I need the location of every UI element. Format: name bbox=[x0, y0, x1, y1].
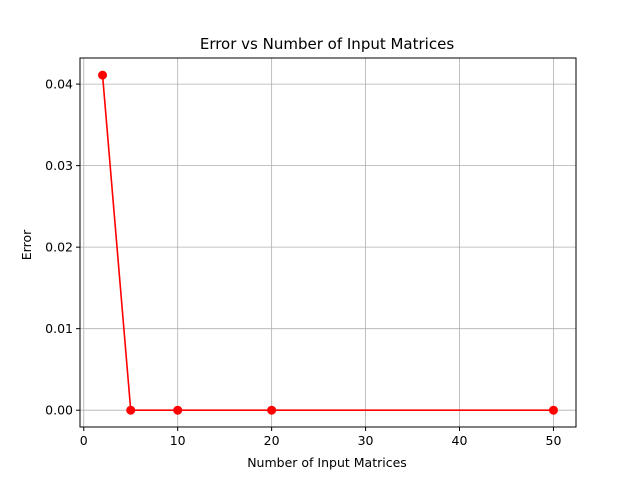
plot-area bbox=[80, 58, 576, 427]
y-axis-ticks: 0.00 0.01 0.02 0.03 0.04 bbox=[45, 77, 80, 418]
data-point bbox=[548, 405, 558, 415]
grid bbox=[80, 58, 576, 427]
x-tick-label: 50 bbox=[546, 433, 562, 448]
x-axis-label: Number of Input Matrices bbox=[247, 455, 407, 470]
y-tick-label: 0.00 bbox=[45, 403, 73, 418]
plot-frame bbox=[79, 57, 577, 428]
x-tick-label: 10 bbox=[170, 433, 186, 448]
data-point bbox=[267, 405, 277, 415]
y-tick-label: 0.03 bbox=[45, 158, 73, 173]
x-tick-label: 0 bbox=[80, 433, 88, 448]
chart-title: Error vs Number of Input Matrices bbox=[200, 35, 454, 53]
x-tick-label: 30 bbox=[358, 433, 374, 448]
data-point bbox=[126, 405, 136, 415]
x-tick-label: 40 bbox=[452, 433, 468, 448]
y-tick-label: 0.04 bbox=[45, 77, 73, 92]
x-axis-ticks: 0 10 20 30 40 50 bbox=[80, 427, 562, 448]
data-point bbox=[98, 70, 108, 80]
data-point bbox=[173, 405, 183, 415]
series-layer bbox=[98, 70, 558, 415]
y-tick-label: 0.01 bbox=[45, 321, 73, 336]
y-axis-label: Error bbox=[19, 229, 34, 260]
x-tick-label: 20 bbox=[264, 433, 280, 448]
y-tick-label: 0.02 bbox=[45, 240, 73, 255]
